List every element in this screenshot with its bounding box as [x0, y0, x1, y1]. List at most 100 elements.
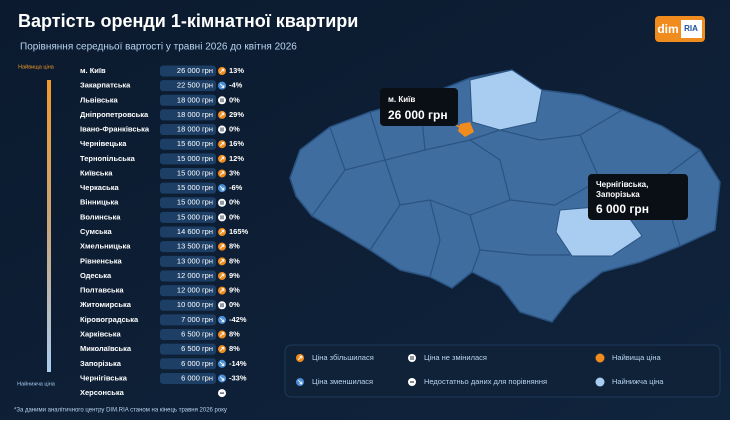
- callout-min: [588, 174, 688, 220]
- region-min-north: [469, 69, 543, 131]
- price-pill: [160, 358, 216, 370]
- price-pill: [160, 182, 216, 194]
- status-icon: [218, 198, 226, 207]
- legend-swatch: [595, 353, 605, 363]
- legend-box: [284, 344, 721, 398]
- region-name: Київська: [80, 168, 113, 177]
- price-pill: [160, 138, 216, 150]
- price: 6 500 грн: [181, 330, 213, 339]
- region-name: Вінницька: [80, 198, 119, 207]
- price: 6 500 грн: [181, 344, 213, 353]
- price: 15 000 грн: [177, 198, 213, 207]
- subtitle: Порівняння середньої вартості у травні 2…: [20, 42, 297, 53]
- icon-glyph: [410, 356, 414, 360]
- icon-glyph: [220, 215, 224, 220]
- border: [479, 249, 570, 256]
- price: 13 500 грн: [177, 242, 213, 251]
- border: [509, 179, 601, 206]
- icon-glyph: [219, 141, 225, 147]
- status-icon: [218, 125, 226, 134]
- price-pill: [160, 299, 216, 311]
- price-pill: [160, 255, 216, 267]
- price: 18 000 грн: [177, 110, 213, 119]
- change: 0%: [229, 95, 240, 104]
- price: 6 000 грн: [181, 359, 213, 368]
- logo-badge-box: [681, 20, 702, 38]
- callout-min-region: Чернігівська, Запорізька: [596, 180, 648, 199]
- price-pill: [160, 167, 216, 179]
- region-name: Чернігівська: [80, 373, 128, 382]
- region-name: Харківська: [80, 330, 122, 339]
- scale-bottom: Найнижча ціна: [17, 380, 56, 387]
- change: 0%: [229, 300, 240, 309]
- status-icon: [218, 213, 226, 222]
- legend-label: Ціна збільшилася: [312, 353, 374, 362]
- icon-glyph: [297, 379, 303, 385]
- price: 12 000 грн: [177, 271, 213, 280]
- price: 6 000 грн: [181, 373, 213, 382]
- change: 0%: [229, 198, 240, 207]
- region-name: Миколаївська: [80, 344, 132, 353]
- title: Вартість оренди 1-кімнатної квартири: [18, 11, 358, 31]
- region-name: Запорізька: [80, 359, 122, 368]
- edge-strip: [730, 0, 741, 420]
- change: 3%: [229, 168, 240, 177]
- change: 29%: [229, 110, 244, 119]
- change: 0%: [229, 125, 240, 134]
- price-pill: [160, 314, 216, 326]
- change: 16%: [229, 139, 244, 148]
- price-pill: [160, 80, 216, 92]
- change: -42%: [229, 315, 247, 324]
- price: 14 600 грн: [177, 227, 213, 236]
- price-pill: [160, 226, 216, 238]
- price-pill: [160, 153, 216, 165]
- region-max: [458, 122, 474, 137]
- region-name: Полтавська: [80, 286, 124, 295]
- icon-glyph: [219, 317, 225, 323]
- legend-swatch: [595, 377, 605, 387]
- change: 165%: [229, 227, 249, 236]
- border: [469, 109, 623, 141]
- icon-glyph: [219, 361, 225, 367]
- change: 9%: [229, 271, 240, 280]
- icon-glyph: [219, 186, 225, 191]
- map: м. Київ 26 000 грн Чернігівська, Запорізь…: [289, 69, 721, 323]
- price-pill: [160, 343, 216, 355]
- price: 26 000 грн: [177, 66, 213, 75]
- icon-glyph: [219, 288, 225, 293]
- price-pill: [160, 65, 216, 77]
- price-pill: [160, 270, 216, 282]
- price: 15 000 грн: [177, 183, 213, 192]
- icon-glyph: [219, 171, 225, 176]
- legend: Ціна збільшилася Ціна зменшилася Ціна не з…: [296, 353, 664, 387]
- icon-glyph: [219, 376, 225, 381]
- status-icon: [408, 354, 416, 362]
- status-icon: [218, 96, 226, 105]
- price-pill: [160, 285, 216, 297]
- callout-min-price: 6 000 грн: [596, 202, 649, 216]
- region-name: Хмельницька: [80, 242, 131, 251]
- region-name: Рівненська: [80, 256, 122, 265]
- price: 15 000 грн: [177, 168, 213, 177]
- region-name: Херсонська: [80, 388, 125, 397]
- icon-glyph: [219, 112, 225, 118]
- change: 8%: [229, 242, 240, 251]
- icon-glyph: [219, 229, 225, 235]
- price-pill: [160, 94, 216, 106]
- region-name: м. Київ: [80, 66, 106, 75]
- icon-glyph: [220, 200, 224, 205]
- price: 15 000 грн: [177, 154, 213, 163]
- price-pill: [160, 124, 216, 136]
- region-name: Дніпропетровська: [80, 110, 149, 119]
- logo-badge: RIA: [684, 24, 698, 33]
- legend-label: Найнижча ціна: [612, 377, 664, 386]
- change: 9%: [229, 286, 240, 295]
- region-name: Черкаська: [80, 183, 119, 192]
- icon-glyph: [219, 83, 225, 88]
- price: 18 000 грн: [177, 125, 213, 134]
- footnote: *За даними аналітичного центру DIM.RIA с…: [14, 408, 227, 414]
- rows: м. Київ 26 000 грн 13% Закарпатська 22 500 г…: [79, 65, 249, 398]
- change: -33%: [229, 373, 247, 382]
- legend-label: Ціна не змінилася: [424, 353, 487, 362]
